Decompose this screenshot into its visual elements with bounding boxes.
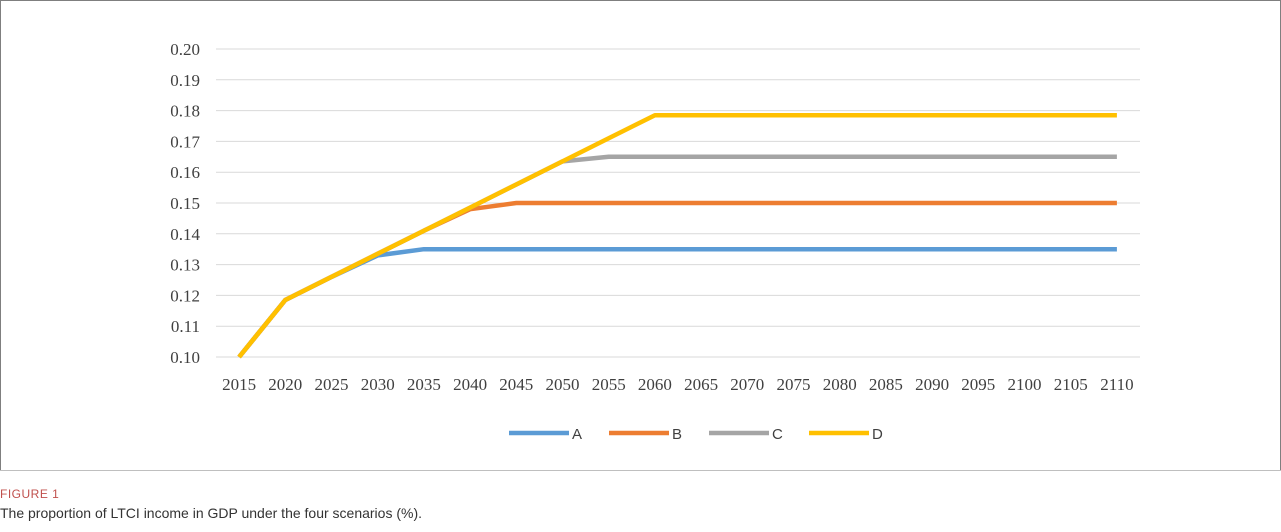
- x-tick-label: 2050: [546, 375, 580, 394]
- y-tick-label: 0.12: [170, 286, 200, 305]
- x-tick-label: 2030: [361, 375, 395, 394]
- series-line-D: [237, 112, 1117, 359]
- legend-label-B: B: [672, 426, 682, 443]
- x-axis-ticks: 2015 2020 2025 2030 2035 2040 2045 2050 2055 2060…: [222, 375, 1133, 394]
- figure-label: FIGURE 1: [0, 487, 60, 501]
- x-tick-label: 2105: [1054, 375, 1088, 394]
- x-tick-label: 2055: [592, 375, 626, 394]
- legend: A B C D: [509, 426, 883, 443]
- figure-frame: [0, 0, 1281, 471]
- legend-label-A: A: [572, 426, 582, 443]
- x-tick-label: 2110: [1100, 375, 1133, 394]
- x-tick-label: 2040: [453, 375, 487, 394]
- figure-divider: [0, 470, 1281, 471]
- legend-label-C: C: [772, 426, 783, 443]
- series-line-A: [237, 246, 1117, 359]
- y-tick-label: 0.16: [170, 163, 200, 182]
- figure-caption: The proportion of LTCI income in GDP und…: [0, 505, 423, 521]
- x-tick-label: 2060: [638, 375, 672, 394]
- series-lines: [237, 112, 1117, 359]
- x-tick-label: 2100: [1008, 375, 1042, 394]
- x-tick-label: 2065: [684, 375, 718, 394]
- x-tick-label: 2085: [869, 375, 903, 394]
- y-axis-ticks: 0.10 0.11 0.12 0.13 0.14 0.15 0.16 0.17 0.18 0.19…: [170, 40, 200, 367]
- gridlines: [216, 48, 1140, 358]
- x-tick-label: 2045: [499, 375, 533, 394]
- line-chart: 0.10 0.11 0.12 0.13 0.14 0.15 0.16 0.17 0.18 0.19…: [170, 40, 1140, 443]
- legend-label-D: D: [872, 426, 883, 443]
- y-tick-label: 0.17: [170, 132, 200, 151]
- y-tick-label: 0.19: [170, 71, 200, 90]
- series-line-B: [237, 200, 1117, 359]
- y-tick-label: 0.10: [170, 348, 200, 367]
- x-tick-label: 2095: [961, 375, 995, 394]
- x-tick-label: 2015: [222, 375, 256, 394]
- x-tick-label: 2025: [315, 375, 349, 394]
- y-tick-label: 0.20: [170, 40, 200, 59]
- x-tick-label: 2090: [915, 375, 949, 394]
- x-tick-label: 2070: [730, 375, 764, 394]
- x-tick-label: 2080: [823, 375, 857, 394]
- x-tick-label: 2020: [268, 375, 302, 394]
- x-tick-label: 2035: [407, 375, 441, 394]
- y-tick-label: 0.14: [170, 225, 200, 244]
- x-tick-label: 2075: [777, 375, 811, 394]
- y-tick-label: 0.11: [171, 317, 200, 336]
- y-tick-label: 0.15: [170, 194, 200, 213]
- y-tick-label: 0.13: [170, 256, 200, 275]
- y-tick-label: 0.18: [170, 102, 200, 121]
